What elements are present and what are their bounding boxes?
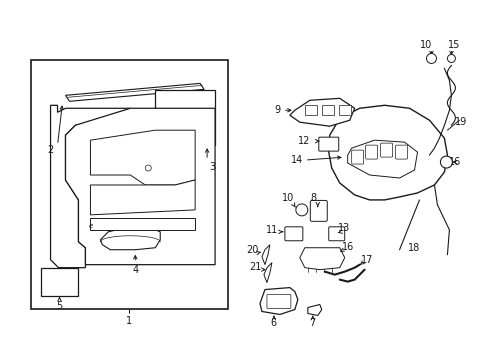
Bar [31, 60, 227, 310]
Polygon shape [65, 108, 215, 265]
Circle shape [145, 165, 151, 171]
Polygon shape [289, 98, 354, 126]
Polygon shape [347, 140, 417, 178]
Polygon shape [264, 263, 271, 283]
Circle shape [440, 156, 451, 168]
Polygon shape [307, 305, 321, 315]
FancyBboxPatch shape [318, 137, 338, 151]
Text: 19: 19 [454, 117, 467, 127]
Text: 1: 1 [126, 316, 132, 327]
FancyBboxPatch shape [395, 145, 407, 159]
Text: 7: 7 [309, 319, 315, 328]
Text: 17: 17 [360, 255, 372, 265]
Polygon shape [262, 245, 269, 265]
Text: 15: 15 [447, 40, 460, 50]
Polygon shape [50, 105, 130, 268]
Text: 21: 21 [248, 262, 261, 272]
Polygon shape [328, 105, 447, 200]
Text: 20: 20 [245, 245, 258, 255]
FancyBboxPatch shape [285, 227, 302, 241]
Bar [90, 218, 195, 230]
Polygon shape [100, 228, 160, 250]
Polygon shape [90, 180, 195, 215]
Text: 10: 10 [420, 40, 432, 50]
Text: 5: 5 [56, 301, 62, 311]
Text: 9: 9 [274, 105, 281, 115]
Circle shape [426, 54, 436, 63]
Text: 8: 8 [310, 193, 316, 203]
Polygon shape [155, 90, 215, 145]
Text: 16: 16 [448, 157, 461, 167]
Text: 10: 10 [281, 193, 293, 203]
Text: e: e [88, 223, 93, 229]
FancyBboxPatch shape [328, 227, 344, 241]
Bar [304, 105, 316, 115]
Text: 18: 18 [407, 243, 420, 253]
FancyBboxPatch shape [310, 201, 326, 221]
Bar [321, 105, 333, 115]
Text: 2: 2 [47, 145, 54, 155]
Text: 6: 6 [270, 319, 276, 328]
Text: 16: 16 [341, 242, 353, 252]
Polygon shape [299, 248, 344, 270]
FancyBboxPatch shape [365, 145, 377, 159]
FancyBboxPatch shape [266, 294, 290, 309]
Text: 13: 13 [337, 223, 349, 233]
Bar [338, 105, 350, 115]
Polygon shape [65, 84, 203, 101]
Text: 3: 3 [208, 162, 215, 172]
Text: 11: 11 [265, 225, 278, 235]
Circle shape [295, 204, 307, 216]
Text: 4: 4 [132, 265, 138, 275]
FancyBboxPatch shape [380, 143, 392, 157]
FancyBboxPatch shape [351, 150, 363, 164]
Text: 14: 14 [290, 155, 303, 165]
Polygon shape [260, 288, 297, 315]
Bar [41, 268, 78, 296]
Circle shape [447, 54, 454, 62]
Text: 12: 12 [297, 136, 309, 146]
Polygon shape [90, 130, 195, 185]
